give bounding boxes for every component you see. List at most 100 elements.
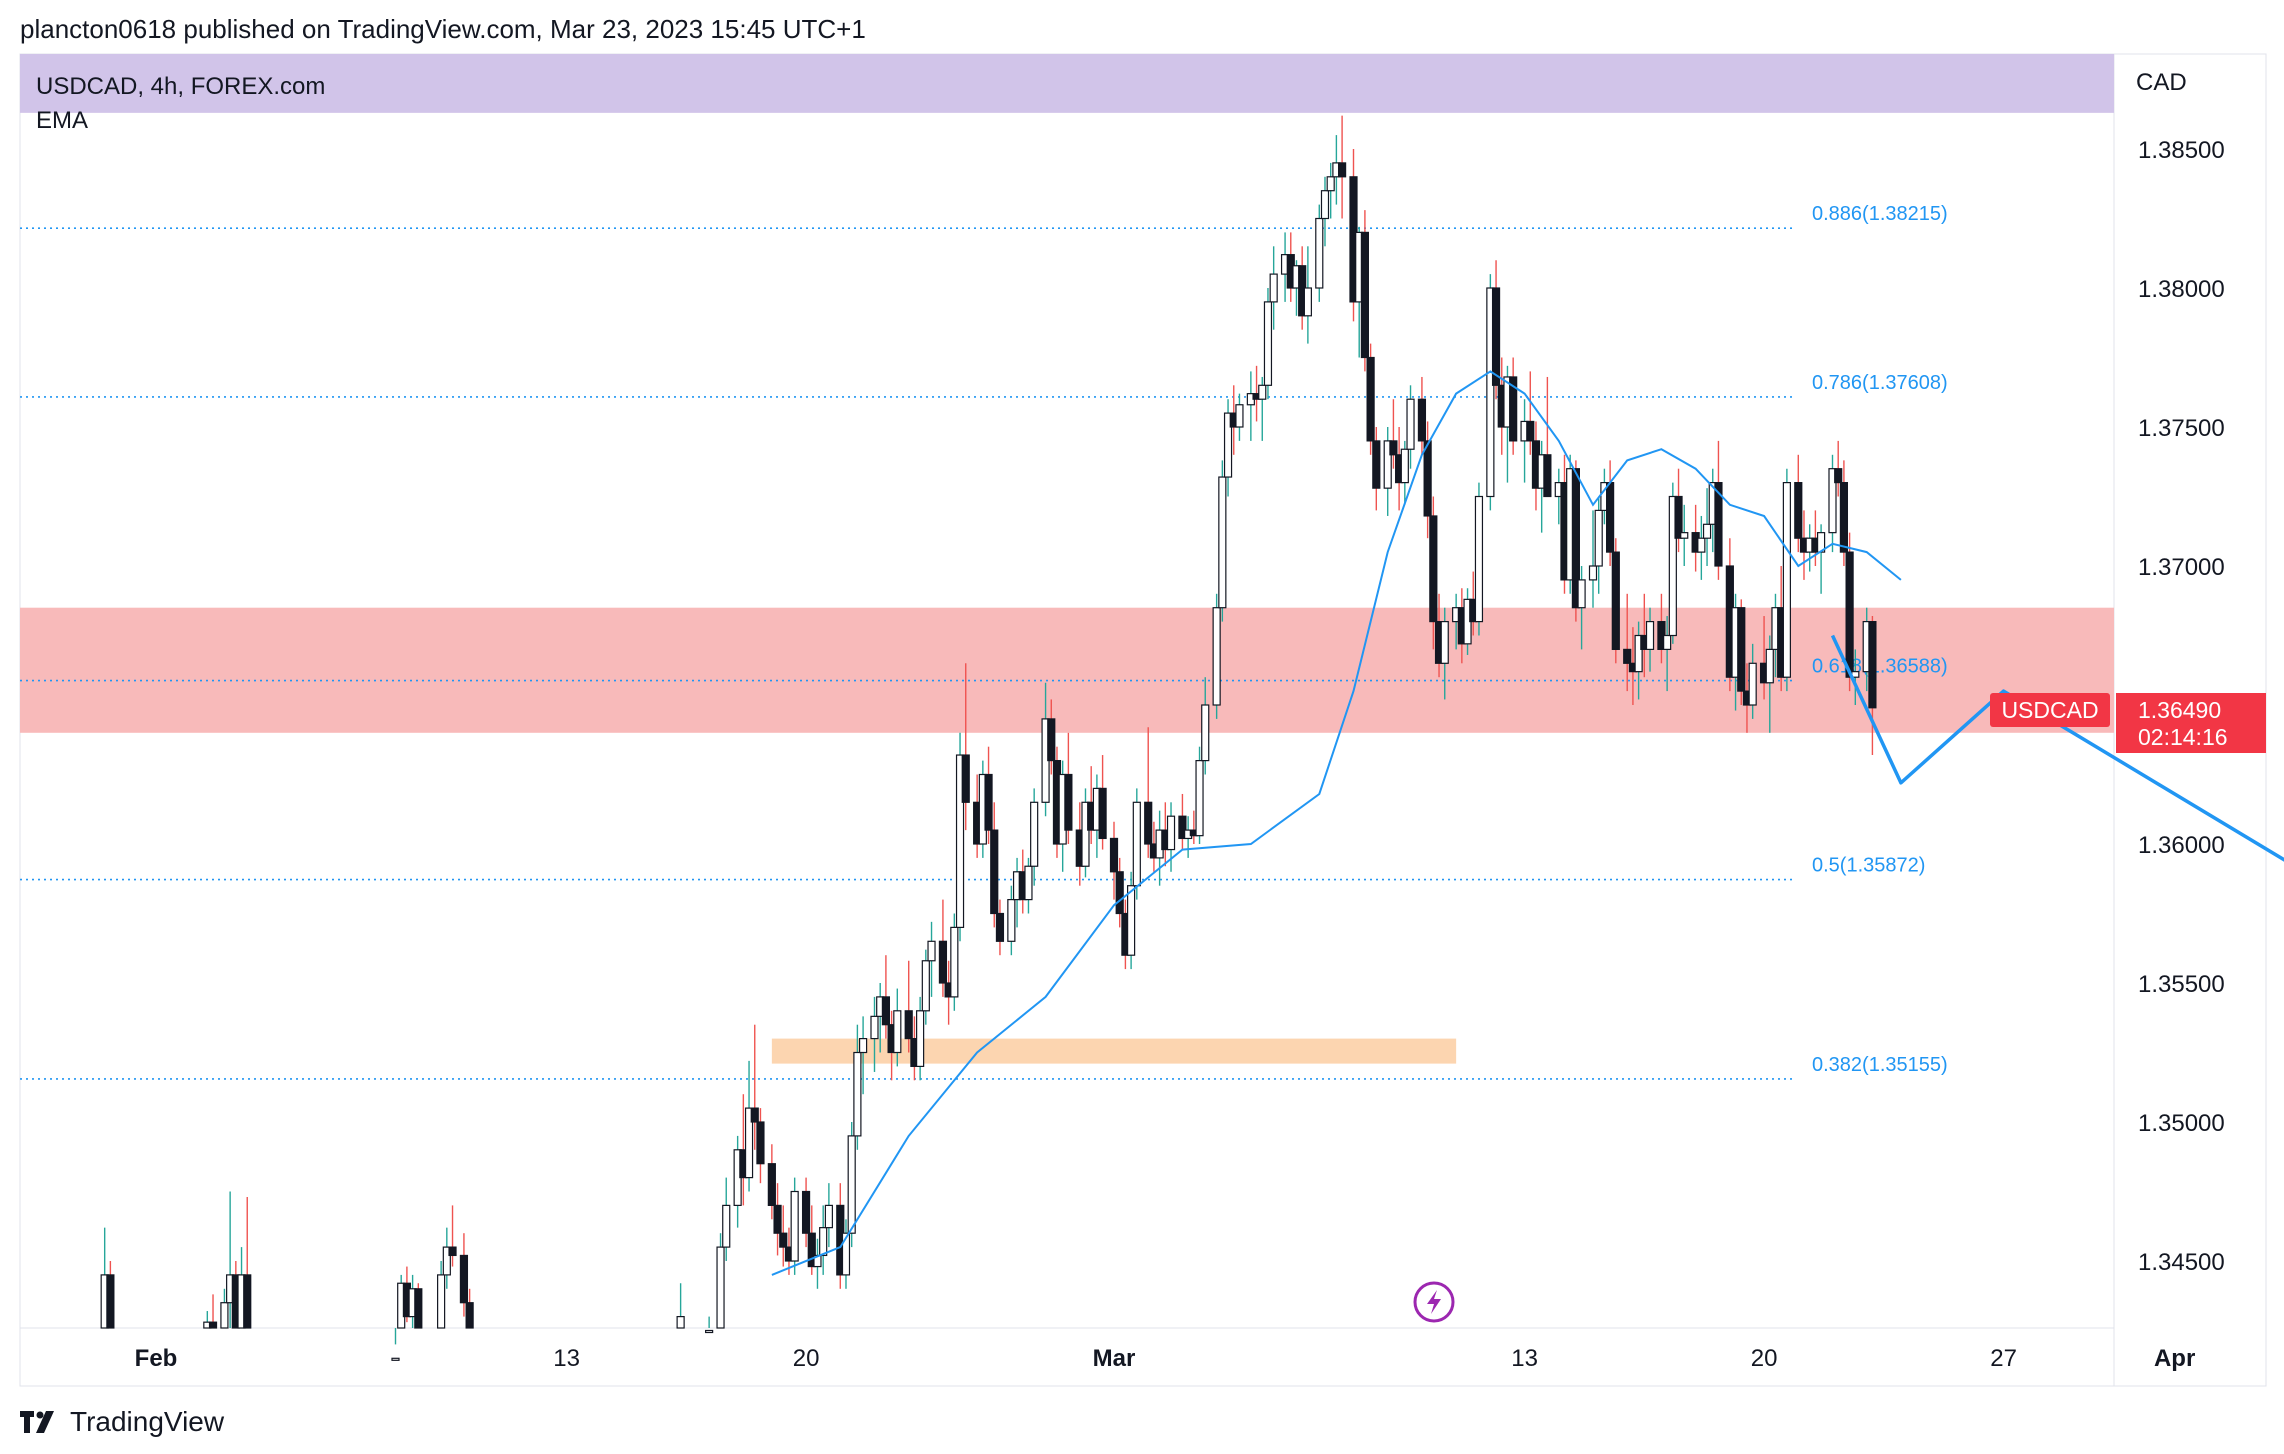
candle-body: [1668, 495, 1677, 637]
candle-body: [1588, 565, 1598, 581]
candle-body: [1577, 579, 1586, 609]
candle-body: [1839, 482, 1849, 553]
zone-top: [20, 54, 2114, 113]
candle-body: [1680, 532, 1689, 539]
zone-demand: [771, 1038, 1457, 1064]
time-tick-label: 27: [1990, 1345, 2017, 1372]
candle-body: [938, 940, 948, 984]
candle-body: [927, 940, 936, 962]
candle-body: [1007, 898, 1016, 942]
candle-body: [858, 1037, 868, 1054]
candle-body: [955, 754, 965, 928]
candle-body: [1794, 482, 1803, 539]
candle-body: [1828, 468, 1837, 534]
candle-body: [824, 1204, 833, 1229]
candle-body: [208, 1321, 218, 1329]
fib-label: 0.886(1.38215): [1812, 203, 1948, 225]
fib-label: 0.618(1.36588): [1812, 656, 1948, 678]
ema-line: [771, 370, 1902, 1276]
flash-icon[interactable]: [1413, 1281, 1455, 1323]
candle-body: [1611, 551, 1620, 650]
candle-body: [1440, 620, 1449, 664]
candle-body: [767, 1163, 776, 1206]
candle-body: [1714, 482, 1723, 567]
symbol-legend[interactable]: USDCAD, 4h, FOREX.com: [36, 73, 326, 100]
candle-body: [1115, 871, 1124, 915]
candle-body: [1201, 704, 1210, 762]
candle-body: [950, 926, 959, 998]
time-tick-label: 13: [553, 1345, 580, 1372]
time-tick-label: 20: [793, 1345, 820, 1372]
candle-body: [1109, 837, 1119, 873]
candle-body: [847, 1135, 856, 1234]
candle-body: [465, 1302, 474, 1329]
zone-resistance: [20, 607, 2114, 733]
footer-brand[interactable]: TradingView: [20, 1402, 224, 1442]
ema-legend[interactable]: EMA: [36, 107, 89, 134]
bar-countdown: 02:14:16: [2138, 724, 2228, 750]
zones-layer: [20, 54, 2114, 1064]
candle-body: [1543, 454, 1552, 498]
candle-body: [1098, 787, 1107, 840]
candle-body: [705, 1329, 714, 1334]
candle-body: [1417, 398, 1427, 442]
time-tick-label: Mar: [1093, 1345, 1136, 1372]
candle-body: [1366, 356, 1375, 442]
price-tick-label: 1.35000: [2138, 1110, 2225, 1137]
candle-body: [1868, 620, 1877, 709]
candle-body: [220, 1302, 229, 1329]
candle-body: [1389, 440, 1398, 456]
price-tick-label: 1.37500: [2138, 415, 2225, 442]
candle-body: [819, 1227, 828, 1257]
candle-body: [916, 1010, 925, 1067]
candle-body: [243, 1274, 252, 1329]
candle-body: [1315, 217, 1324, 289]
fib-levels-layer: 0.886(1.38215) 0.786(1.37608) 0.618(1.3658…: [20, 203, 1948, 1080]
projection-path: [1830, 634, 2284, 862]
current-price: 1.36490: [2138, 697, 2221, 723]
symbol-badge-bg: [1990, 693, 2110, 727]
candle-body: [391, 1357, 400, 1361]
candle-body: [921, 960, 930, 1012]
candle-body: [1360, 231, 1370, 359]
candle-body: [1702, 523, 1712, 539]
candle-body: [881, 996, 891, 1026]
time-tick-label: Apr: [2154, 1345, 2195, 1372]
candle-body: [1737, 607, 1746, 692]
brand-name: TradingView: [70, 1406, 225, 1437]
candle-body: [414, 1288, 423, 1329]
candle-body: [1406, 398, 1415, 450]
candle-body: [1526, 420, 1535, 442]
price-axis[interactable]: 1.345001.350001.355001.360001.365001.370…: [2138, 137, 2225, 1276]
candle-body: [779, 1232, 788, 1248]
time-axis[interactable]: Feb1320Mar132027Apr1017: [135, 1345, 2284, 1372]
time-tick-label: 20: [1751, 1345, 1778, 1372]
candle-body: [1144, 801, 1153, 845]
ema-layer: [771, 370, 1902, 1276]
candle-body: [442, 1246, 451, 1276]
candle-body: [1258, 384, 1267, 400]
price-tick-label: 1.38000: [2138, 276, 2225, 303]
candle-body: [676, 1315, 685, 1329]
candle-body: [448, 1246, 457, 1257]
candle-body: [1423, 440, 1432, 517]
candle-body: [870, 1015, 879, 1040]
candle-body: [1195, 759, 1204, 837]
publish-header: plancton0618 published on TradingView.co…: [20, 14, 866, 44]
fib-label: 0.5(1.35872): [1812, 855, 1925, 877]
candle-body: [1663, 634, 1672, 650]
candle-body: [773, 1204, 782, 1234]
price-tick-label: 1.37000: [2138, 554, 2225, 581]
candle-body: [1024, 865, 1033, 901]
candle-body: [1235, 404, 1244, 428]
symbol-badge: USDCAD: [2001, 697, 2098, 723]
candle-body: [807, 1232, 816, 1268]
candle-body: [1486, 287, 1495, 498]
candle-body: [1030, 801, 1039, 867]
candle-body: [750, 1107, 759, 1123]
lightning-icon: [1427, 1290, 1441, 1314]
candle-body: [853, 1051, 862, 1137]
price-tick-label: 1.36000: [2138, 832, 2225, 859]
candle-body: [1491, 287, 1501, 386]
